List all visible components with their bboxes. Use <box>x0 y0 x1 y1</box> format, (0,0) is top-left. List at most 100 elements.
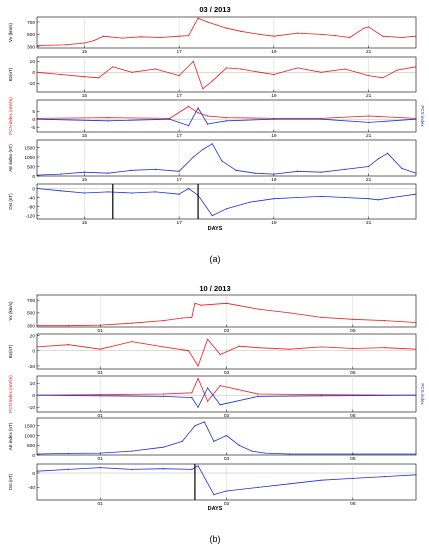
data-point <box>206 115 209 117</box>
data-point <box>296 32 299 34</box>
data-point <box>213 494 215 496</box>
data-point <box>240 68 242 70</box>
data-point <box>368 198 370 200</box>
y-tick-label: 0 <box>32 117 35 123</box>
data-point <box>206 387 209 389</box>
data-point <box>383 347 386 349</box>
data-point <box>377 199 379 201</box>
data-point <box>368 165 370 168</box>
y-tick-label: 10 <box>30 59 36 65</box>
x-tick-label: 17 <box>176 220 182 226</box>
data-point <box>107 172 109 174</box>
data-point <box>320 195 322 198</box>
x-tick-label: 05 <box>350 456 356 462</box>
figure-b-title: 10 / 2013 <box>199 284 230 293</box>
panel-4: 0 500 1000 1500 AE index (nT) 01 03 05 <box>8 417 417 462</box>
data-point <box>401 167 403 170</box>
data-point <box>363 27 365 29</box>
data-point <box>257 395 259 397</box>
y-tick-label: -10 <box>28 81 35 87</box>
x-tick-label: 05 <box>350 328 356 334</box>
data-point <box>401 36 403 39</box>
data-point <box>257 308 259 310</box>
data-point <box>352 318 354 320</box>
data-point <box>191 316 193 318</box>
series-line-1 <box>36 143 417 176</box>
data-point <box>320 33 322 35</box>
data-point <box>83 76 85 78</box>
data-point <box>197 107 199 109</box>
data-point <box>162 468 164 470</box>
data-point <box>64 44 67 46</box>
x-tick-label: 19 <box>271 177 277 183</box>
data-point <box>225 67 228 69</box>
data-point <box>344 68 346 70</box>
data-point <box>415 348 417 350</box>
y-axis-label-right: PCS index <box>420 383 425 405</box>
y-tick-label: 700 <box>27 298 35 304</box>
y-tick-label: 500 <box>27 443 35 449</box>
data-point <box>320 346 322 348</box>
x-tick-label: 17 <box>176 177 182 183</box>
data-point <box>131 450 133 452</box>
data-point <box>67 452 70 455</box>
data-point <box>320 118 322 120</box>
data-point <box>349 36 351 39</box>
x-tick-label: 15 <box>82 49 88 55</box>
y-axis-label: PCN index (mV/m) <box>8 375 13 413</box>
data-point <box>192 60 194 62</box>
data-point <box>251 450 253 452</box>
panel-5: 0 -40 Dst (nT) 01 03 05 <box>8 463 417 507</box>
data-point <box>159 36 161 39</box>
series-line-1 <box>36 61 417 90</box>
data-point <box>154 191 157 193</box>
y-axis-label: Vx (km/s) <box>8 301 13 320</box>
data-point <box>178 74 180 77</box>
data-point <box>131 341 133 343</box>
x-tick-label: 01 <box>97 370 103 376</box>
data-point <box>36 187 38 190</box>
y-tick-label: 20 <box>30 333 36 339</box>
data-point <box>415 118 417 120</box>
data-point <box>83 171 85 173</box>
data-point <box>206 123 209 125</box>
data-point <box>93 39 95 42</box>
data-point <box>334 35 337 37</box>
data-point <box>154 168 157 170</box>
data-point <box>121 37 123 39</box>
data-point <box>225 120 228 122</box>
data-point <box>352 347 354 350</box>
data-point <box>225 208 228 210</box>
data-point <box>213 440 215 442</box>
data-point <box>368 26 370 28</box>
y-tick-label: 500 <box>27 311 35 317</box>
data-point <box>263 452 265 454</box>
data-point <box>415 66 417 68</box>
panel-frame <box>36 16 417 49</box>
data-point <box>197 365 199 367</box>
x-tick-label: 03 <box>224 370 230 376</box>
data-point <box>320 316 322 318</box>
data-point <box>97 77 100 79</box>
data-point <box>386 152 389 154</box>
panel-3: -5 0 5 PCN index (mV/m) PCS index 15 17 19 21 <box>8 97 425 139</box>
data-point <box>391 196 393 199</box>
data-point <box>415 193 417 195</box>
data-point <box>415 453 417 455</box>
data-point <box>197 112 199 114</box>
y-tick-label: 1000 <box>24 155 35 161</box>
x-tick-label: 19 <box>271 133 277 139</box>
figure-a-xlabel: DAYS <box>208 226 223 232</box>
x-tick-label: 19 <box>271 220 277 226</box>
x-tick-label: 01 <box>97 413 103 419</box>
data-point <box>67 468 70 470</box>
data-point <box>368 74 370 77</box>
figure-b: 10 / 2013 300 500 700 Vx (km/s) 01 03 05 -20 0 20… <box>8 284 425 544</box>
data-point <box>197 465 199 467</box>
figure-b-caption: (b) <box>210 534 221 544</box>
panel-frame <box>36 99 417 133</box>
figure-a-caption: (a) <box>210 254 221 264</box>
